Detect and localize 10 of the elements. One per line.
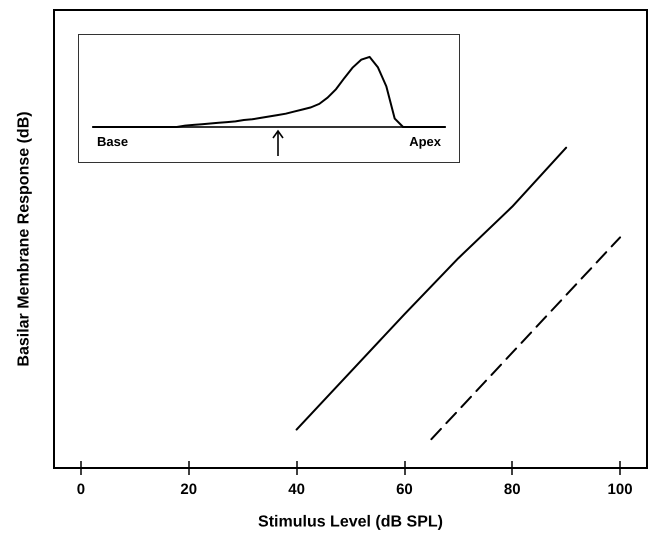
y-axis-title: Basilar Membrane Response (dB) [16, 111, 32, 367]
x-tick-label: 20 [180, 481, 198, 498]
x-tick-label: 0 [76, 481, 86, 498]
x-axis-title: Stimulus Level (dB SPL) [258, 514, 443, 530]
annotation: Apex [409, 134, 442, 149]
x-tick-label: 80 [504, 481, 521, 498]
x-tick-label: 60 [396, 481, 413, 498]
x-tick-label: 40 [288, 481, 305, 498]
annotation: Base [97, 134, 128, 149]
x-tick-label: 100 [608, 481, 633, 498]
